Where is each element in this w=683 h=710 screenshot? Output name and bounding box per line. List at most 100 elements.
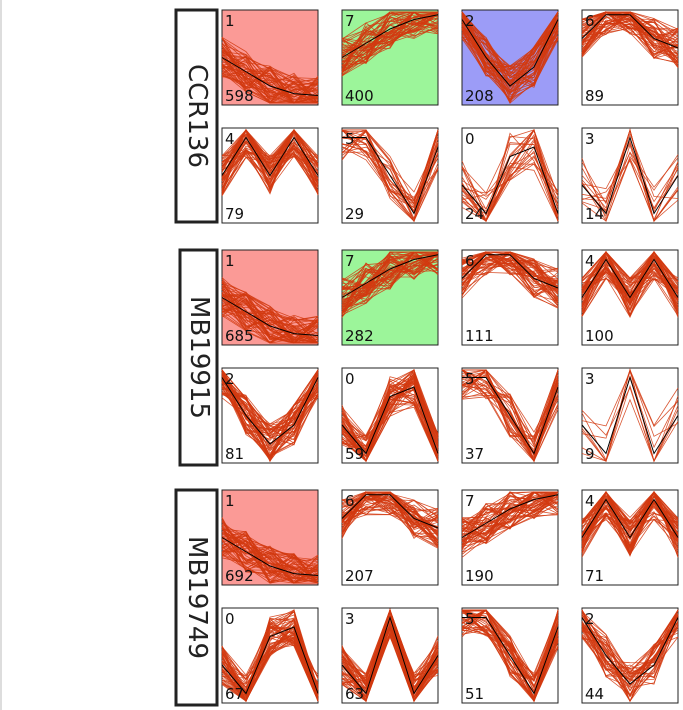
gene-profile bbox=[341, 251, 439, 313]
gene-profile bbox=[221, 635, 319, 697]
gene-profile bbox=[221, 369, 319, 432]
gene-profile bbox=[221, 129, 319, 187]
gene-profile bbox=[461, 491, 559, 524]
gene-profile bbox=[341, 371, 439, 447]
gene-profile bbox=[461, 491, 559, 548]
gene-profile bbox=[581, 139, 679, 222]
cluster-panel: 0 24 bbox=[461, 127, 559, 224]
gene-profile bbox=[221, 553, 319, 573]
model-profile bbox=[581, 498, 679, 539]
gene-profile bbox=[341, 251, 439, 286]
gene-profile bbox=[341, 498, 439, 518]
gene-profile bbox=[581, 514, 679, 546]
gene-profile bbox=[221, 147, 319, 195]
model-profile bbox=[461, 19, 559, 87]
gene-profile bbox=[581, 371, 679, 428]
cluster-id: 2 bbox=[225, 370, 235, 388]
cluster-id: 7 bbox=[345, 12, 355, 30]
gene-profile bbox=[461, 618, 559, 693]
gene-count: 692 bbox=[225, 567, 254, 585]
gene-profile bbox=[221, 617, 319, 702]
model-profile bbox=[581, 14, 679, 49]
model-profile bbox=[221, 297, 319, 336]
gene-profile bbox=[581, 266, 679, 316]
gene-profile bbox=[221, 291, 319, 336]
gene-profile bbox=[221, 66, 319, 99]
gene-profile bbox=[341, 611, 439, 694]
gene-profile bbox=[581, 491, 679, 550]
cluster-id: 1 bbox=[225, 492, 235, 510]
group-box bbox=[174, 8, 219, 224]
gene-profile bbox=[581, 616, 679, 681]
gene-profile bbox=[581, 251, 679, 296]
gene-profile bbox=[581, 609, 679, 702]
model-profile bbox=[581, 617, 679, 685]
gene-profile bbox=[221, 74, 319, 104]
gene-profile bbox=[341, 491, 439, 549]
gene-profile bbox=[221, 369, 319, 433]
gene-count: 89 bbox=[585, 87, 604, 105]
gene-profile bbox=[221, 369, 319, 446]
gene-profile bbox=[221, 310, 319, 344]
cluster-panel: 5 51 bbox=[461, 607, 559, 704]
gene-profile bbox=[461, 251, 559, 293]
gene-profile bbox=[341, 11, 439, 73]
gene-profile bbox=[341, 251, 439, 309]
gene-profile bbox=[221, 621, 319, 702]
gene-profile bbox=[581, 491, 679, 538]
gene-count: 14 bbox=[585, 205, 604, 223]
gene-profile bbox=[221, 128, 319, 187]
gene-profile bbox=[221, 545, 319, 584]
gene-profile bbox=[341, 379, 439, 462]
cluster-panel: 5 29 bbox=[341, 127, 439, 224]
gene-profile bbox=[461, 369, 559, 454]
cluster-panel: 3 14 bbox=[581, 127, 679, 224]
cluster-id: 6 bbox=[345, 492, 355, 510]
gene-profile bbox=[461, 616, 559, 703]
model-profile bbox=[342, 137, 439, 215]
gene-profile bbox=[221, 382, 319, 461]
gene-profile bbox=[221, 53, 319, 101]
cluster-panel: 2 81 bbox=[221, 367, 319, 464]
gene-profile bbox=[341, 143, 439, 202]
gene-profile bbox=[221, 527, 319, 578]
gene-profile bbox=[581, 15, 679, 63]
cluster-id: 7 bbox=[465, 492, 475, 510]
gene-profile bbox=[461, 128, 559, 222]
cluster-id: 4 bbox=[585, 252, 595, 270]
gene-profile bbox=[221, 528, 319, 584]
gene-profile bbox=[341, 11, 439, 72]
gene-profile bbox=[581, 627, 679, 698]
gene-profile bbox=[461, 609, 559, 702]
cluster-id: 0 bbox=[345, 370, 355, 388]
model-profile bbox=[341, 494, 439, 529]
gene-profile bbox=[461, 11, 559, 71]
gene-profile bbox=[341, 403, 439, 462]
gene-profile bbox=[341, 130, 439, 215]
gene-profile bbox=[221, 36, 319, 86]
gene-count: 24 bbox=[465, 205, 484, 223]
gene-profile bbox=[581, 18, 679, 53]
gene-profile bbox=[581, 491, 679, 546]
gene-profile bbox=[461, 251, 559, 296]
gene-profile bbox=[461, 128, 559, 222]
gene-profile bbox=[221, 546, 319, 562]
model-profile bbox=[221, 537, 319, 576]
cluster-id: 3 bbox=[585, 130, 595, 148]
gene-profile bbox=[341, 501, 439, 542]
gene-count: 71 bbox=[585, 567, 604, 585]
gene-count: 190 bbox=[465, 567, 494, 585]
gene-profile bbox=[581, 384, 679, 463]
gene-profile bbox=[341, 491, 439, 541]
cluster-id: 4 bbox=[225, 130, 235, 148]
gene-count: 685 bbox=[225, 327, 254, 345]
gene-count: 598 bbox=[225, 87, 254, 105]
model-profile bbox=[221, 57, 319, 96]
cluster-id: 4 bbox=[585, 492, 595, 510]
gene-profile bbox=[221, 531, 319, 584]
cluster-id: 2 bbox=[465, 12, 475, 30]
gene-profile bbox=[461, 129, 559, 222]
gene-profile bbox=[461, 256, 559, 308]
cluster-panel: 4 100 bbox=[581, 249, 679, 346]
